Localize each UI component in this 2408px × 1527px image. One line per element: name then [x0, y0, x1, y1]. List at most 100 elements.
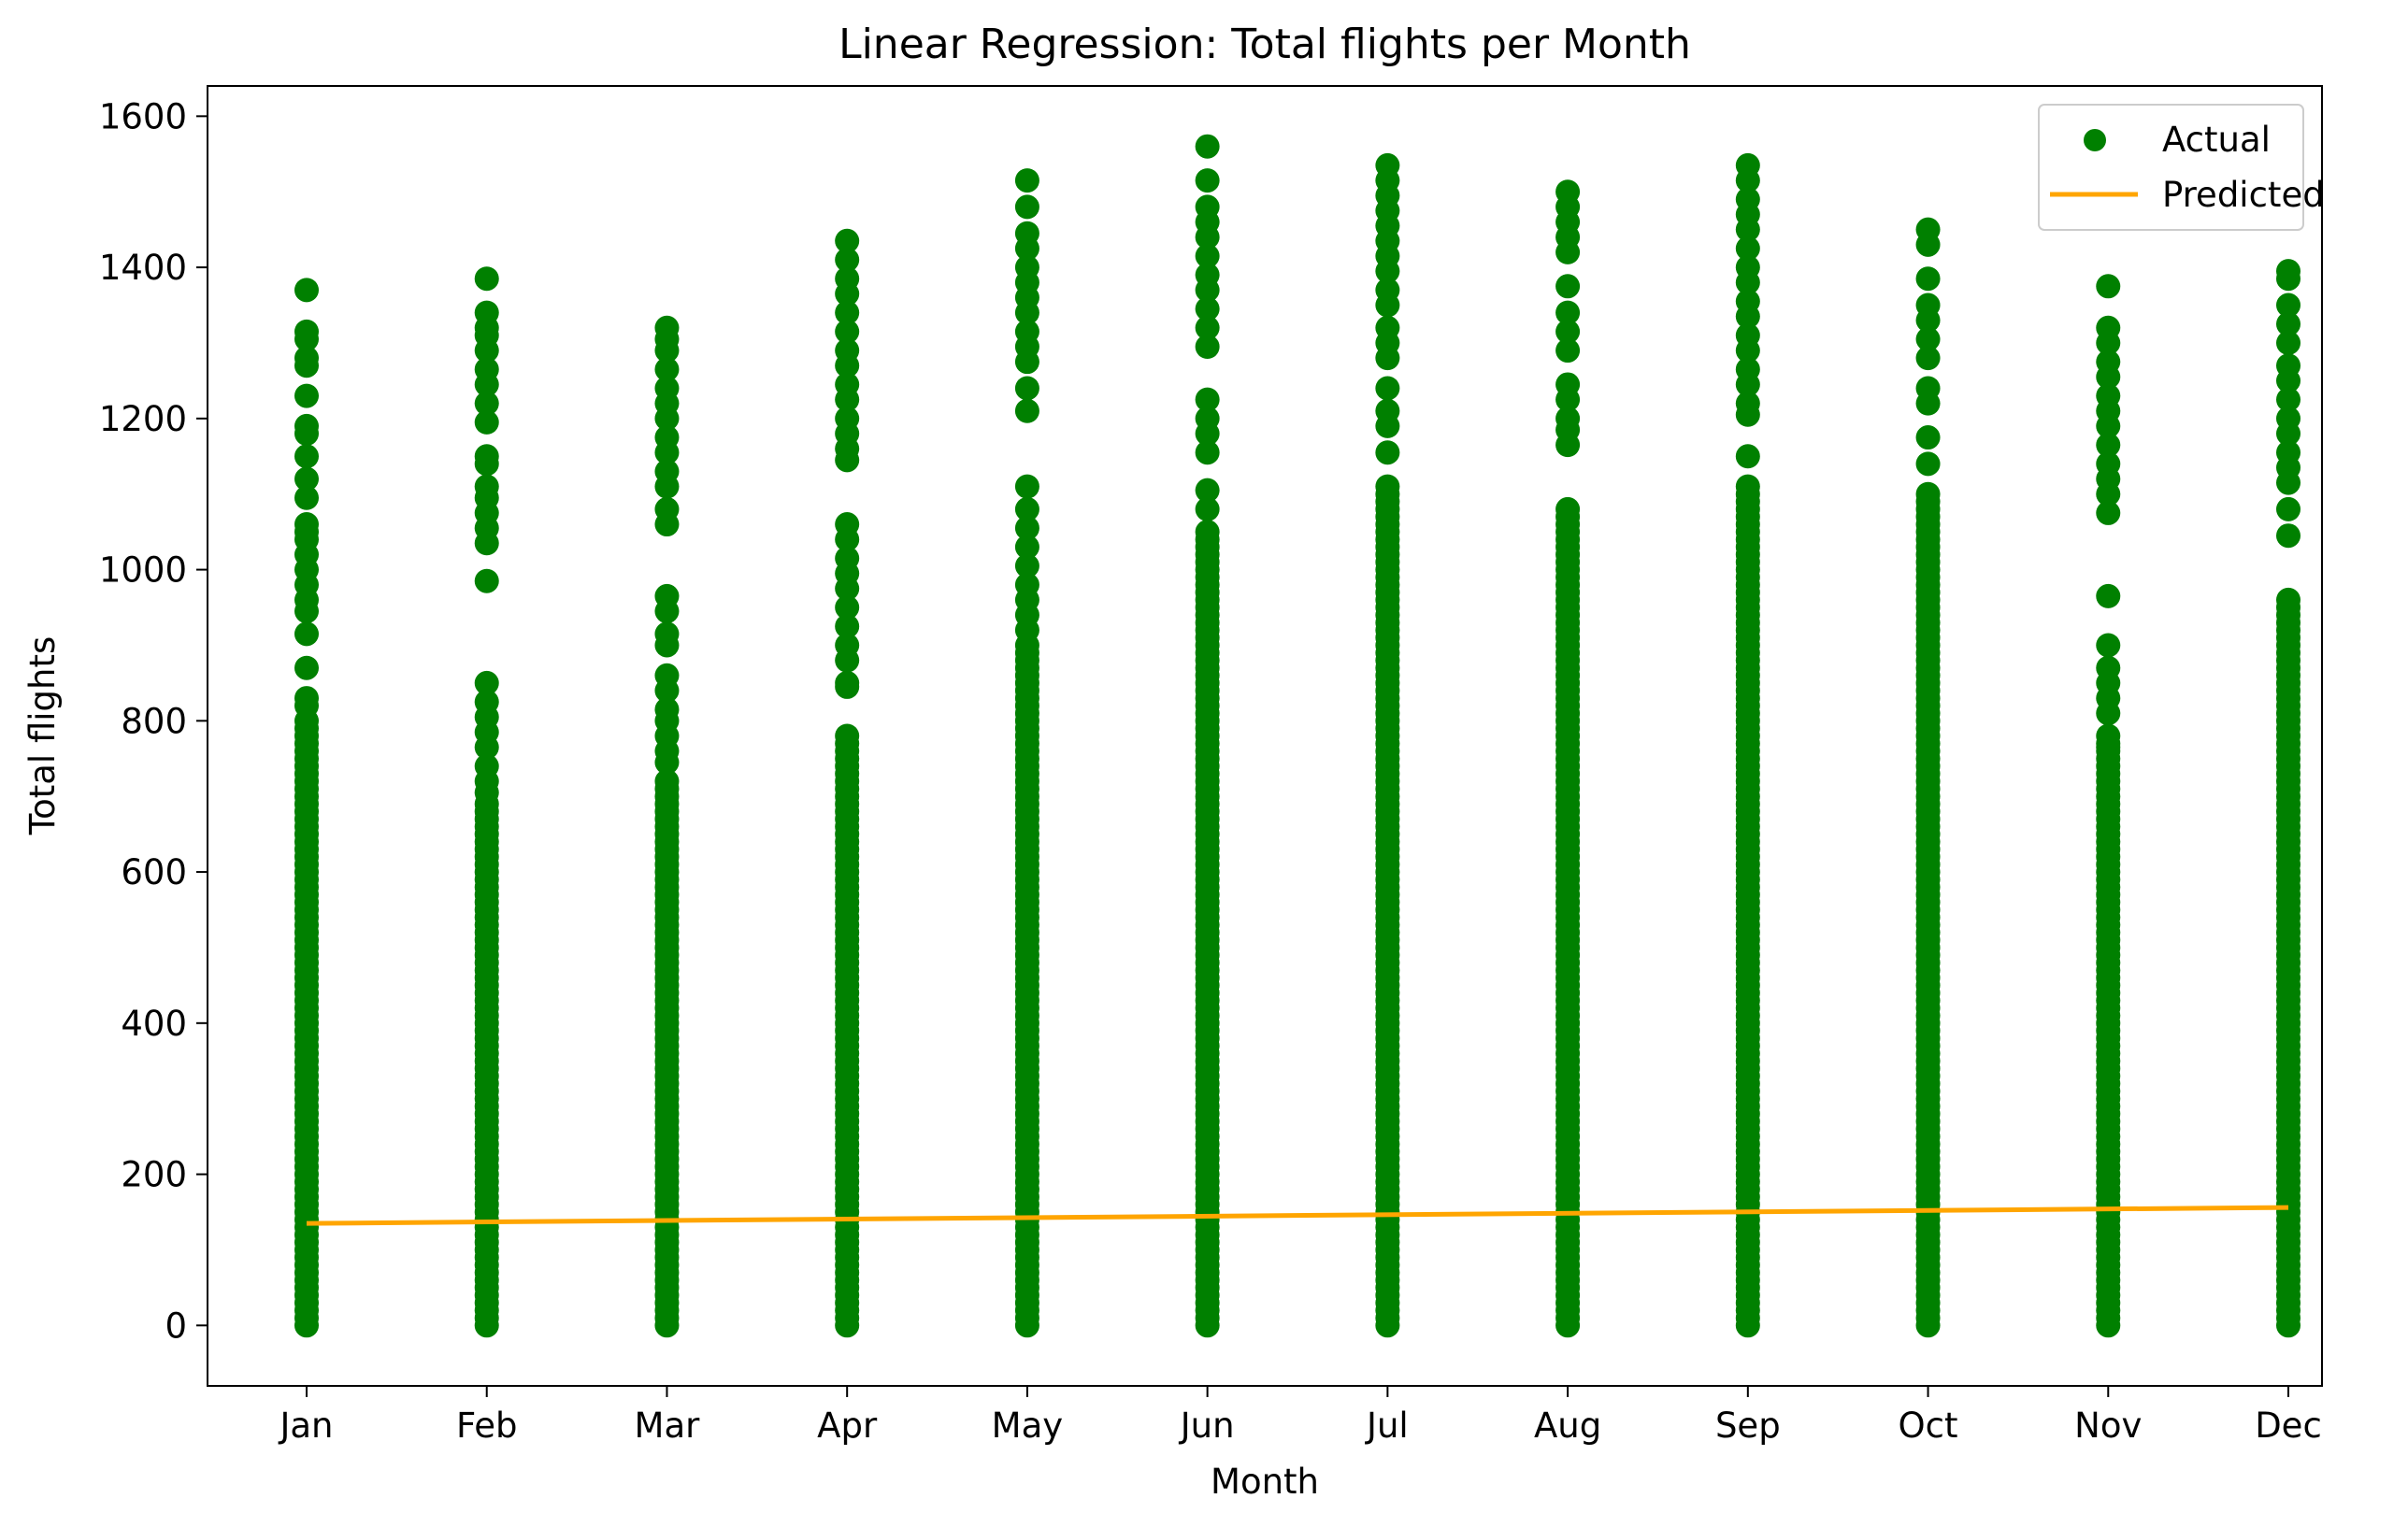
actual-point: [835, 448, 860, 473]
actual-point: [1915, 425, 1941, 450]
actual-point: [654, 769, 680, 794]
actual-points-jul: [1375, 152, 1400, 1338]
legend: Actual Predicted: [2038, 104, 2325, 231]
actual-point: [1195, 520, 1220, 545]
actual-point: [1014, 496, 1039, 521]
legend-predicted-label: Predicted: [2162, 175, 2325, 215]
actual-point: [1014, 350, 1039, 375]
actual-point: [1735, 217, 1760, 242]
actual-point: [2276, 421, 2300, 447]
actual-point: [2276, 523, 2300, 549]
actual-point: [1014, 618, 1039, 643]
actual-point: [1195, 496, 1220, 521]
legend-actual-marker: [2084, 129, 2106, 151]
actual-point: [1375, 346, 1400, 371]
actual-point: [654, 633, 680, 658]
actual-point: [1014, 535, 1039, 560]
y-tick-label: 200: [121, 1155, 187, 1195]
actual-point: [654, 406, 680, 431]
actual-points-nov: [2096, 274, 2121, 1338]
actual-point: [2276, 470, 2300, 495]
ticks-layer: Jan Feb Mar Apr May Jun Jul Aug Sep Oct Nov Dec 0 200…: [99, 96, 2322, 1446]
y-tick-label: 800: [121, 701, 187, 741]
actual-point: [835, 281, 860, 307]
actual-point: [1375, 440, 1400, 465]
actual-point: [1195, 296, 1220, 321]
actual-point: [294, 485, 319, 510]
actual-point: [2276, 293, 2300, 318]
x-tick-label: Nov: [2074, 1406, 2142, 1446]
x-tick-label: Apr: [817, 1406, 878, 1446]
actual-point: [2096, 735, 2121, 760]
actual-point: [1555, 387, 1581, 412]
actual-point: [654, 512, 680, 537]
actual-point: [1735, 168, 1760, 193]
actual-point: [1195, 168, 1220, 193]
actual-point: [2276, 311, 2300, 336]
chart-title: Linear Regression: Total flights per Mon…: [838, 21, 1691, 68]
actual-point: [1915, 232, 1941, 257]
actual-point: [294, 693, 319, 719]
actual-point: [1735, 474, 1760, 499]
actual-points-jun: [1195, 134, 1220, 1338]
actual-point: [294, 278, 319, 303]
actual-point: [1375, 293, 1400, 318]
actual-point: [835, 595, 860, 621]
actual-point: [1375, 413, 1400, 438]
actual-point: [1735, 304, 1760, 329]
actual-point: [1014, 300, 1039, 325]
actual-point: [1014, 194, 1039, 220]
actual-point: [1735, 235, 1760, 261]
actual-point: [1014, 553, 1039, 578]
actual-point: [654, 338, 680, 364]
actual-point: [1195, 224, 1220, 250]
x-tick-label: Feb: [456, 1406, 518, 1446]
actual-point: [2096, 500, 2121, 525]
actual-points-may: [1014, 168, 1039, 1338]
actual-point: [2096, 481, 2121, 507]
actual-point: [1555, 433, 1581, 458]
actual-points-dec: [2276, 259, 2300, 1338]
actual-point: [2276, 387, 2300, 412]
actual-point: [1195, 478, 1220, 503]
actual-point: [294, 421, 319, 447]
actual-point: [474, 391, 499, 416]
y-tick-label: 1400: [99, 248, 187, 288]
actual-point: [294, 353, 319, 378]
actual-point: [835, 723, 860, 749]
actual-point: [1195, 387, 1220, 412]
x-tick-label: Jan: [278, 1406, 333, 1446]
actual-point: [835, 648, 860, 673]
y-tick-label: 0: [165, 1306, 187, 1346]
actual-point: [654, 357, 680, 382]
actual-point: [835, 674, 860, 699]
actual-point: [1735, 270, 1760, 295]
actual-point: [2276, 587, 2300, 612]
actual-point: [474, 568, 499, 593]
actual-point: [2276, 330, 2300, 355]
y-axis-label: Total flights: [22, 636, 63, 835]
actual-point: [1915, 326, 1941, 351]
axes-frame: [207, 85, 2323, 1387]
actual-point: [294, 599, 319, 624]
actual-point: [2276, 496, 2300, 521]
y-tick-label: 1200: [99, 399, 187, 439]
actual-point: [654, 678, 680, 703]
actual-point: [1735, 338, 1760, 364]
actual-point: [1195, 335, 1220, 360]
actual-point: [294, 326, 319, 351]
actual-point: [1195, 440, 1220, 465]
actual-point: [2096, 433, 2121, 458]
actual-points-apr: [835, 228, 860, 1338]
actual-point: [2096, 701, 2121, 726]
x-tick-label: Sep: [1715, 1406, 1781, 1446]
actual-point: [474, 670, 499, 695]
actual-point: [835, 228, 860, 253]
actual-point: [1555, 319, 1581, 344]
actual-point: [474, 372, 499, 397]
x-axis-label: Month: [1211, 1462, 1319, 1502]
actual-point: [474, 451, 499, 477]
actual-point: [1195, 134, 1220, 159]
actual-point: [1555, 239, 1581, 264]
